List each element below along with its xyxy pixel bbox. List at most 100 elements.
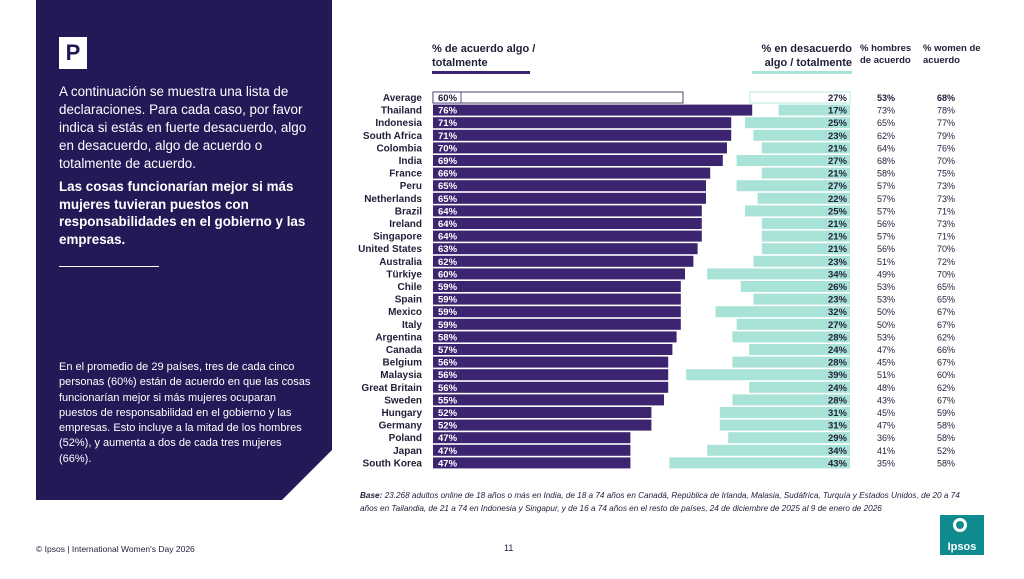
women-value-label: 72% — [937, 257, 955, 267]
men-value-label: 73% — [877, 106, 895, 116]
disagree-value-label: 31% — [828, 408, 848, 419]
section-logo: P — [59, 37, 87, 69]
men-value-label: 43% — [877, 395, 895, 405]
disagree-value-label: 21% — [828, 219, 848, 230]
category-label: Hungary — [381, 408, 422, 419]
disagree-bar — [736, 180, 850, 192]
category-label: Italy — [402, 320, 422, 331]
agree-bar — [433, 218, 702, 229]
disagree-value-label: 43% — [828, 458, 848, 469]
disagree-value-label: 23% — [828, 295, 848, 306]
disagree-bar — [686, 369, 850, 381]
disagree-value-label: 21% — [828, 169, 848, 180]
category-label: Colombia — [376, 143, 422, 154]
agree-value-label: 52% — [438, 421, 458, 432]
agree-column-header: % de acuerdo algo / totalmente — [432, 43, 536, 69]
agree-value-label: 70% — [438, 143, 458, 154]
disagree-bar — [761, 142, 850, 154]
women-value-label: 71% — [937, 232, 955, 242]
men-value-label: 45% — [877, 408, 895, 418]
women-value-label: 65% — [937, 295, 955, 305]
agree-bar — [433, 255, 694, 267]
men-value-label: 50% — [877, 307, 895, 317]
men-value-label: 58% — [877, 169, 895, 179]
women-value-label: 58% — [937, 458, 955, 468]
disagree-bar — [745, 117, 850, 129]
disagree-bar — [707, 444, 850, 456]
disagree-value-label: 21% — [828, 244, 848, 255]
disagree-value-label: 22% — [828, 194, 848, 205]
men-value-label: 45% — [877, 358, 895, 368]
agree-bar — [433, 293, 681, 305]
men-value-label: 36% — [877, 433, 895, 443]
average-agree-frame — [432, 91, 684, 104]
agree-value-label: 47% — [438, 433, 458, 444]
category-label: Indonesia — [375, 118, 422, 129]
women-value-label: 73% — [937, 194, 955, 204]
disagree-value-label: 25% — [828, 206, 848, 217]
agree-bar — [433, 457, 631, 469]
category-label: Brazil — [395, 206, 422, 217]
men-value-label: 51% — [877, 257, 895, 267]
women-value-label: 77% — [937, 118, 955, 128]
agree-value-label: 65% — [438, 181, 458, 192]
summary-text: En el promedio de 29 países, tres de cad… — [59, 361, 311, 465]
disagree-value-label: 34% — [828, 269, 848, 280]
category-label: Average — [383, 93, 423, 104]
disagree-bar — [719, 419, 850, 431]
men-value-label: 53% — [877, 93, 895, 103]
disagree-value-label: 27% — [828, 320, 848, 331]
category-label: Belgium — [383, 358, 423, 369]
panel-divider — [59, 266, 159, 267]
category-label: France — [389, 169, 422, 180]
women-value-label: 73% — [937, 181, 955, 191]
category-label: Netherlands — [364, 194, 422, 205]
disagree-value-label: 23% — [828, 131, 848, 142]
agree-bar — [433, 381, 669, 393]
agree-bar — [433, 167, 711, 179]
disagree-value-label: 27% — [828, 181, 848, 192]
men-value-label: 57% — [877, 206, 895, 216]
disagree-bar — [719, 407, 850, 418]
agree-bar — [433, 331, 677, 343]
agree-value-label: 64% — [438, 206, 458, 217]
disagree-value-label: 27% — [828, 156, 848, 167]
category-label: Thailand — [381, 106, 422, 117]
agree-value-label: 47% — [438, 446, 458, 457]
disagree-bar — [732, 356, 850, 368]
agree-header-underline — [432, 71, 530, 74]
women-value-label: 65% — [937, 282, 955, 292]
disagree-value-label: 24% — [828, 383, 848, 394]
disagree-value-label: 28% — [828, 358, 848, 369]
left-info-panel — [36, 0, 332, 500]
women-value-label: 52% — [937, 446, 955, 456]
women-value-label: 58% — [937, 433, 955, 443]
agree-value-label: 59% — [438, 282, 458, 293]
men-value-label: 49% — [877, 269, 895, 279]
women-value-label: 70% — [937, 156, 955, 166]
men-value-label: 53% — [877, 295, 895, 305]
agree-value-label: 69% — [438, 156, 458, 167]
agree-bar — [433, 243, 698, 255]
agree-value-label: 52% — [438, 408, 458, 419]
category-label: Malaysia — [380, 370, 422, 381]
women-value-label: 67% — [937, 395, 955, 405]
men-value-label: 62% — [877, 131, 895, 141]
women-value-label: 71% — [937, 206, 955, 216]
disagree-bar — [669, 457, 850, 469]
disagree-bar — [728, 432, 850, 444]
disagree-value-label: 29% — [828, 433, 848, 444]
category-label: Spain — [395, 295, 422, 306]
disagree-value-label: 21% — [828, 143, 848, 154]
women-value-label: 76% — [937, 143, 955, 153]
agree-bar — [433, 142, 727, 154]
disagree-bar — [761, 218, 850, 229]
agree-value-label: 56% — [438, 383, 458, 394]
agree-bar — [433, 432, 631, 444]
agree-value-label: 59% — [438, 320, 458, 331]
footnote-label: Base: — [360, 491, 383, 500]
disagree-value-label: 25% — [828, 118, 848, 129]
disagree-value-label: 21% — [828, 232, 848, 243]
women-value-label: 73% — [937, 219, 955, 229]
